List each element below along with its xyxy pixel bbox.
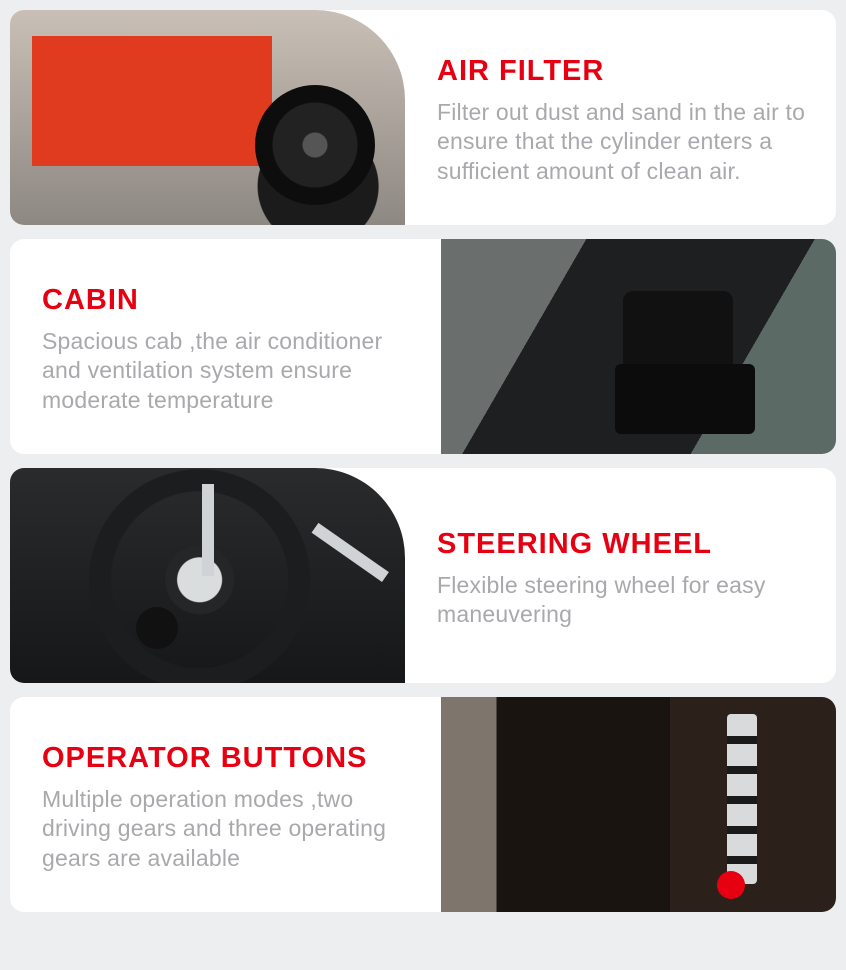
feature-body: Spacious cab ,the air conditioner and ve… (42, 327, 411, 415)
feature-title: CABIN (42, 284, 411, 317)
feature-text-operator-buttons: OPERATOR BUTTONS Multiple operation mode… (10, 697, 441, 912)
steering-knob-icon (136, 607, 178, 649)
feature-image-operator-buttons (441, 697, 836, 912)
feature-text-steering-wheel: STEERING WHEEL Flexible steering wheel f… (405, 468, 836, 683)
feature-text-air-filter: AIR FILTER Filter out dust and sand in t… (405, 10, 836, 225)
feature-text-cabin: CABIN Spacious cab ,the air conditioner … (10, 239, 441, 454)
feature-image-steering-wheel (10, 468, 405, 683)
feature-body: Flexible steering wheel for easy maneuve… (437, 571, 806, 630)
feature-card-air-filter: AIR FILTER Filter out dust and sand in t… (10, 10, 836, 225)
feature-body: Multiple operation modes ,two driving ge… (42, 785, 411, 873)
feature-title: STEERING WHEEL (437, 528, 806, 561)
feature-title: OPERATOR BUTTONS (42, 742, 411, 775)
feature-image-air-filter (10, 10, 405, 225)
feature-title: AIR FILTER (437, 55, 806, 88)
feature-image-cabin (441, 239, 836, 454)
feature-card-steering-wheel: STEERING WHEEL Flexible steering wheel f… (10, 468, 836, 683)
feature-body: Filter out dust and sand in the air to e… (437, 98, 806, 186)
feature-card-operator-buttons: OPERATOR BUTTONS Multiple operation mode… (10, 697, 836, 912)
feature-card-cabin: CABIN Spacious cab ,the air conditioner … (10, 239, 836, 454)
